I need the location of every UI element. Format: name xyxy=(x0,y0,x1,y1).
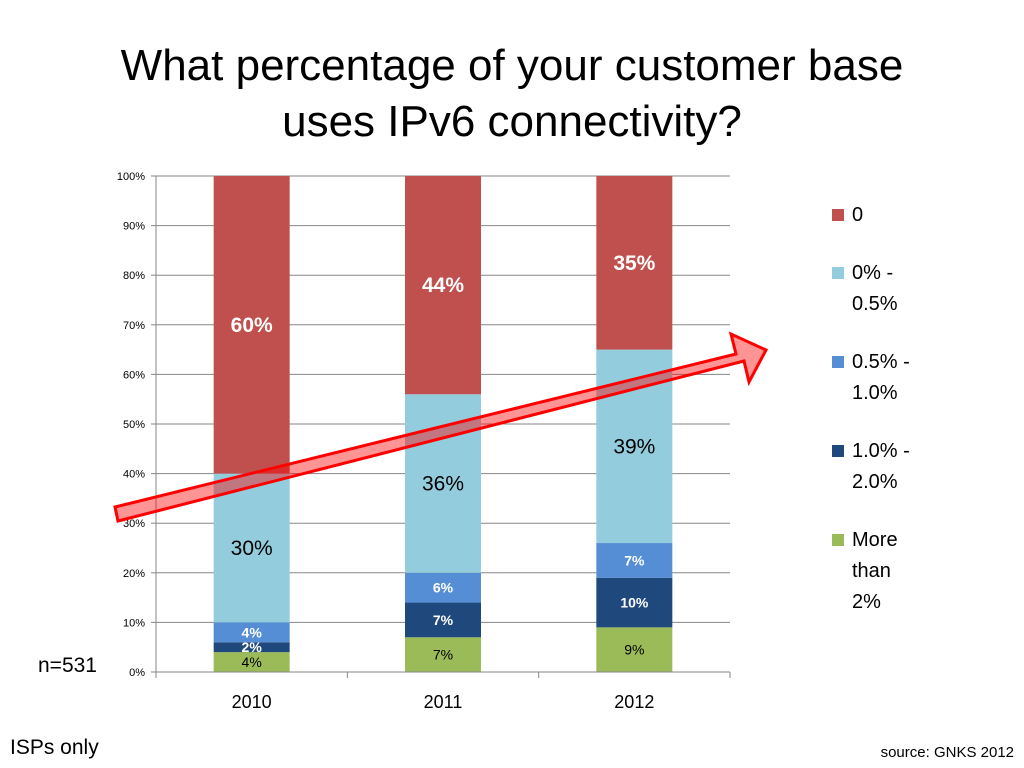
bar-segment xyxy=(405,176,481,395)
bar-segment xyxy=(405,394,481,573)
y-tick-label: 20% xyxy=(123,568,145,580)
bar-segment xyxy=(213,652,290,672)
data-label: 35% xyxy=(613,252,655,275)
bars xyxy=(213,176,673,672)
y-tick-label: 30% xyxy=(123,518,145,530)
y-tick-label: 40% xyxy=(123,469,145,481)
bar-segment xyxy=(213,622,290,643)
legend-label: More xyxy=(852,529,898,551)
y-tick-label: 10% xyxy=(123,617,145,629)
bar-segment xyxy=(405,572,481,603)
data-label: 2% xyxy=(242,639,263,655)
data-label: 6% xyxy=(433,580,454,596)
x-tick-label: 2012 xyxy=(614,692,654,712)
legend-item: 0 xyxy=(832,200,942,231)
legend-swatch xyxy=(832,445,844,457)
legend-label: 0.5% xyxy=(852,293,898,315)
data-label: 7% xyxy=(433,647,453,663)
bar-segment xyxy=(596,577,673,628)
data-label: 4% xyxy=(242,654,262,670)
data-label: 44% xyxy=(422,274,464,297)
legend-label: 2% xyxy=(852,591,881,613)
data-label: 30% xyxy=(231,537,273,560)
legend-label: 2.0% xyxy=(852,471,898,493)
chart-legend: 0 0% - 0.5% 0.5% - 1.0% 1.0% - 2.0% More than 2% xyxy=(832,200,942,645)
bar-labels: 4%2%4% 30% 60% 7% 7% 6% 36% 44% 9% 10% 7% 39% 35% xyxy=(231,252,656,670)
y-tick-label: 60% xyxy=(123,369,145,381)
legend-label: 0% - xyxy=(852,262,894,284)
source-note: source: GNKS 2012 xyxy=(880,744,1014,761)
title-line-1: What percentage of your customer base xyxy=(120,41,904,90)
data-label: 9% xyxy=(624,642,644,658)
x-axis: 2010 2011 2012 xyxy=(155,671,731,712)
data-label: 4% xyxy=(242,624,263,640)
legend-label: 1.0% xyxy=(852,382,898,404)
data-label: 39% xyxy=(613,435,655,458)
legend-label: than xyxy=(852,560,891,582)
slide-title: What percentage of your customer base us… xyxy=(0,38,1024,150)
y-tick-label: 0% xyxy=(129,667,145,679)
x-tick-label: 2010 xyxy=(232,692,272,712)
data-label: 7% xyxy=(624,552,645,568)
bar-segment xyxy=(596,543,673,578)
data-label: 7% xyxy=(433,612,454,628)
legend-swatch xyxy=(832,209,844,221)
y-axis: 0% 10% 20% 30% 40% 50% 60% 70% 80% 90% 100% xyxy=(117,171,157,679)
bar-segment xyxy=(213,176,290,474)
legend-item: 0.5% - 1.0% xyxy=(832,347,942,409)
legend-label: 0 xyxy=(852,204,864,226)
title-line-2: uses IPv6 connectivity? xyxy=(282,97,742,146)
y-tick-label: 90% xyxy=(123,221,145,233)
bar-segment xyxy=(213,642,290,653)
bar-segment xyxy=(596,176,673,350)
data-label: 36% xyxy=(422,473,464,496)
legend-item: More than 2% xyxy=(832,525,942,618)
y-tick-label: 100% xyxy=(117,171,145,183)
legend-item: 1.0% - 2.0% xyxy=(832,436,942,498)
bar-segment xyxy=(405,637,481,672)
bar-segment xyxy=(596,627,673,672)
legend-label: 0.5% - xyxy=(852,351,910,373)
legend-swatch xyxy=(832,534,844,546)
audience-note: ISPs only xyxy=(10,736,99,759)
legend-label: 1.0% - xyxy=(852,440,910,462)
sample-size-label: n=531 xyxy=(38,654,97,677)
y-tick-label: 70% xyxy=(123,320,145,332)
data-label: 10% xyxy=(620,595,649,611)
bar-segment xyxy=(213,473,290,623)
bar-segment xyxy=(405,602,481,638)
y-tick-label: 80% xyxy=(123,270,145,282)
data-label: 60% xyxy=(231,314,273,337)
legend-item: 0% - 0.5% xyxy=(832,258,942,320)
trend-arrow-shape xyxy=(113,331,769,523)
legend-swatch xyxy=(832,267,844,279)
trend-arrow xyxy=(113,331,769,523)
legend-swatch xyxy=(832,356,844,368)
x-tick-label: 2011 xyxy=(424,692,463,712)
y-tick-label: 50% xyxy=(123,419,145,431)
